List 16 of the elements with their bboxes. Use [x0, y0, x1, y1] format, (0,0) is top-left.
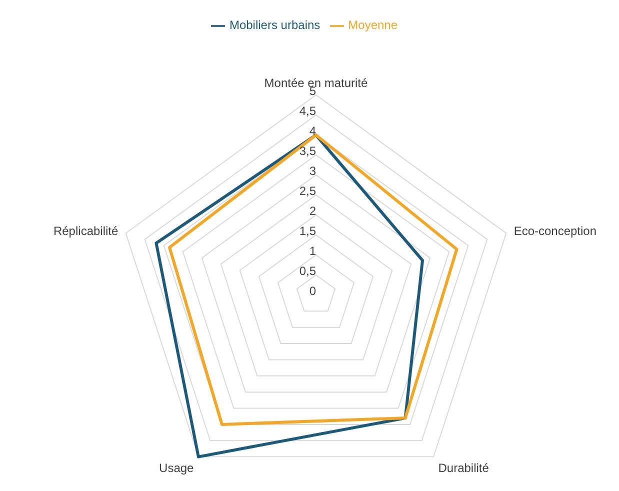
legend-label: Moyenne: [348, 18, 398, 32]
spoke-label: Eco-conception: [514, 224, 597, 238]
spoke-label: Usage: [159, 460, 194, 475]
spoke-label: Durabilité: [438, 460, 490, 475]
y-tick-label: 2,5: [299, 184, 316, 198]
y-tick-label: 3: [309, 164, 316, 178]
y-tick-label: 2: [309, 204, 316, 218]
spoke-label: Réplicabilité: [53, 224, 119, 238]
y-tick-label: 4: [309, 124, 316, 138]
y-tick-label: 3,5: [299, 144, 316, 158]
y-tick-label: 1,5: [299, 224, 316, 238]
y-tick-label: 0,5: [299, 264, 316, 278]
legend-label: Mobiliers urbains: [229, 18, 320, 32]
y-tick-label: 0: [309, 284, 316, 298]
y-tick-label: 1: [309, 244, 316, 258]
y-tick-label: 4,5: [299, 104, 316, 118]
